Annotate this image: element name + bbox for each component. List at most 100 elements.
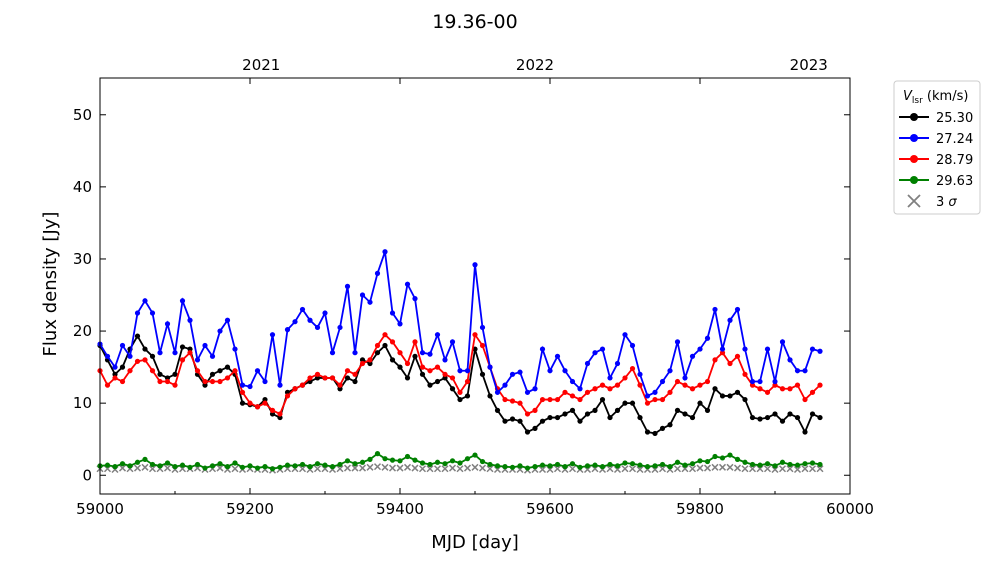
data-point — [584, 389, 591, 395]
series-2963 — [97, 451, 823, 472]
data-point — [622, 400, 628, 406]
data-point — [592, 386, 598, 392]
data-point — [479, 342, 486, 349]
data-point — [352, 371, 358, 377]
data-point — [689, 386, 696, 392]
data-point — [224, 317, 231, 323]
legend-marker-icon — [910, 155, 918, 163]
data-point — [472, 262, 478, 268]
data-point — [524, 429, 531, 435]
sigma-point — [336, 465, 344, 473]
data-point — [194, 461, 201, 468]
data-point — [247, 400, 253, 406]
data-point — [187, 464, 193, 470]
data-point — [749, 461, 756, 468]
data-point — [217, 461, 223, 467]
data-point — [382, 342, 388, 349]
data-point — [517, 418, 523, 424]
top-axis-year-label: 2021 — [242, 56, 280, 74]
series-line — [99, 251, 821, 398]
data-point — [794, 382, 801, 388]
sigma-point — [748, 465, 757, 473]
legend-label: 28.79 — [936, 153, 973, 168]
data-point — [157, 463, 163, 469]
data-point — [629, 365, 636, 372]
sigma-point — [366, 463, 374, 471]
data-point — [727, 452, 733, 458]
data-point — [554, 461, 561, 468]
data-point — [427, 351, 433, 357]
data-point — [554, 353, 561, 359]
data-point — [374, 451, 381, 457]
data-point — [344, 283, 351, 289]
sigma-point — [703, 464, 712, 472]
data-point — [217, 378, 223, 385]
data-point — [389, 457, 396, 463]
data-point — [134, 310, 141, 316]
data-point — [772, 463, 778, 469]
sigma-point — [733, 464, 742, 472]
data-point — [254, 404, 261, 410]
data-point — [674, 459, 681, 465]
data-point — [742, 346, 748, 352]
x-tick-label: 60000 — [826, 500, 874, 518]
data-point — [809, 411, 816, 417]
data-point — [472, 452, 478, 458]
data-point — [607, 386, 613, 392]
sigma-point — [441, 465, 449, 473]
data-point — [787, 357, 793, 363]
data-point — [172, 382, 178, 388]
data-point — [412, 296, 418, 302]
data-point — [809, 460, 816, 466]
data-point — [742, 371, 748, 377]
x-tick-label: 59800 — [676, 500, 724, 518]
data-point — [599, 464, 606, 470]
data-point — [179, 298, 186, 304]
data-point — [307, 317, 313, 323]
sigma-point — [711, 463, 719, 471]
data-point — [449, 339, 456, 345]
data-point — [547, 463, 553, 469]
data-point — [142, 456, 148, 462]
data-point — [802, 368, 808, 374]
data-point — [802, 396, 808, 403]
data-point — [112, 375, 118, 381]
data-point — [794, 462, 801, 468]
sigma-point — [231, 465, 239, 473]
data-point — [772, 382, 778, 388]
legend-x-marker-icon — [907, 194, 921, 208]
data-point — [532, 407, 538, 413]
data-point — [307, 464, 313, 470]
data-point — [329, 350, 336, 356]
data-point — [277, 411, 283, 417]
data-point — [149, 310, 156, 316]
data-point — [172, 464, 178, 470]
data-point — [427, 382, 433, 388]
data-point — [314, 461, 321, 467]
legend: Vlsr (km/s) 25.30 27.24 28.79 29.63 3 σ — [893, 80, 981, 215]
data-point — [134, 459, 141, 465]
data-point — [607, 414, 613, 421]
sigma-point — [358, 464, 367, 472]
data-point — [202, 378, 208, 385]
data-point — [554, 414, 561, 421]
data-point — [502, 396, 508, 403]
data-point — [622, 332, 628, 338]
data-point — [134, 333, 141, 339]
data-point — [712, 306, 718, 313]
y-tick-label: 10 — [73, 394, 92, 412]
sigma-point — [808, 465, 817, 473]
data-point — [592, 407, 598, 413]
sigma-point — [606, 465, 614, 473]
data-point — [517, 400, 523, 406]
data-point — [697, 400, 703, 406]
sigma-point — [763, 465, 772, 473]
sigma-point — [163, 464, 172, 472]
sigma-point — [816, 465, 824, 473]
data-point — [569, 461, 576, 467]
x-tick-label: 59600 — [526, 500, 574, 518]
legend-marker-icon — [910, 176, 918, 184]
data-point — [727, 317, 733, 323]
data-point — [577, 418, 583, 424]
sigma-point — [658, 465, 667, 473]
